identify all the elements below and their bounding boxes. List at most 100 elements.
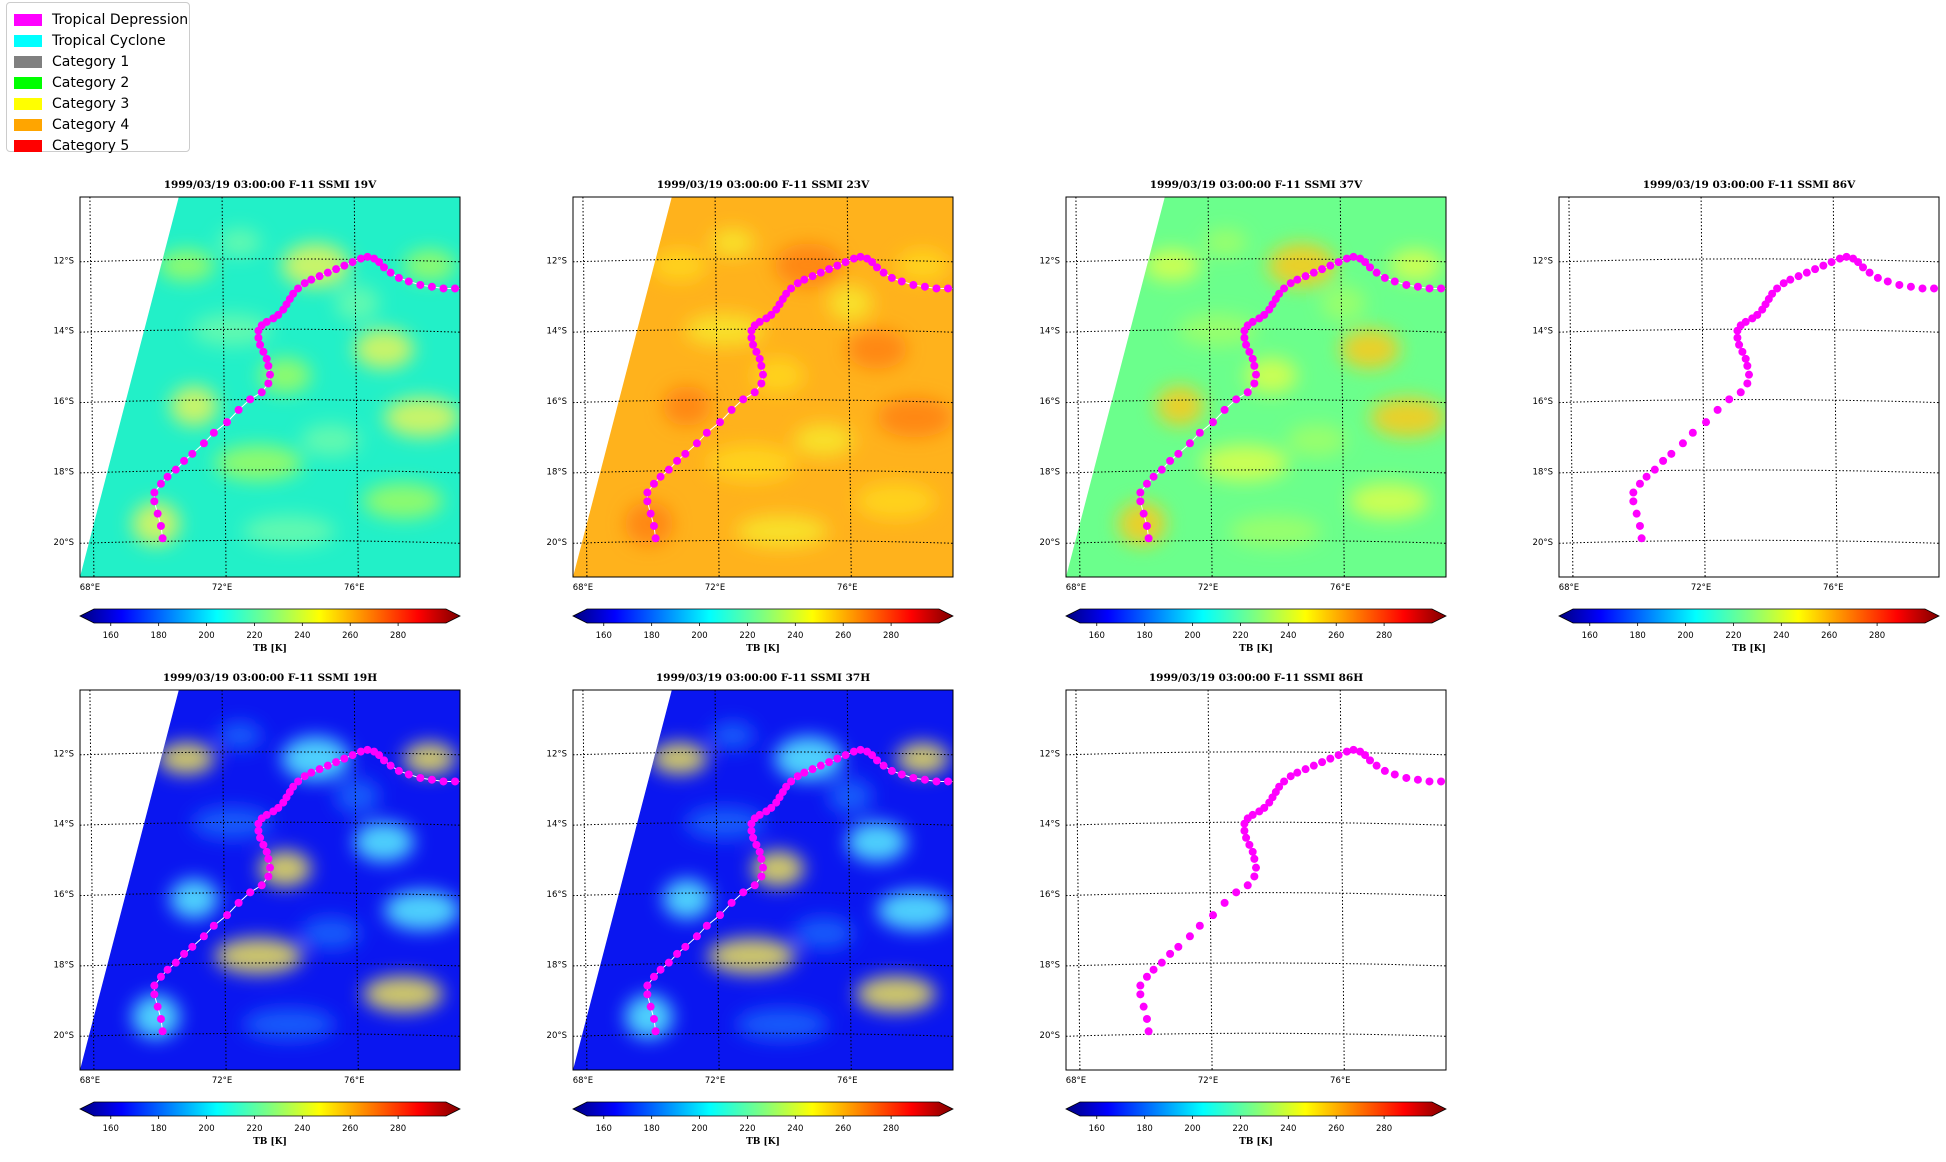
- track-point: [782, 289, 791, 298]
- track-point: [767, 803, 776, 812]
- track-point: [664, 465, 673, 474]
- track-point: [643, 990, 652, 999]
- legend-swatch: [14, 118, 42, 131]
- track-point: [307, 275, 316, 284]
- tb-anomaly: [1340, 329, 1400, 369]
- track-point: [266, 370, 274, 379]
- track-point: [315, 765, 324, 774]
- track-point: [1250, 379, 1259, 388]
- colorbar-bar: [572, 608, 954, 624]
- tb-anomaly: [170, 386, 218, 426]
- colorbar-tick-label: 260: [1328, 631, 1344, 641]
- track-point: [1865, 268, 1874, 277]
- track-point: [1248, 317, 1257, 326]
- colorbar-tick-label: 180: [1630, 631, 1646, 641]
- track-point: [256, 833, 265, 842]
- lon-label: 68°E: [80, 1076, 100, 1086]
- track-point: [868, 751, 877, 760]
- colorbar-tick-label: 280: [883, 631, 899, 641]
- lat-label: 20°S: [1533, 538, 1553, 548]
- track-point: [747, 333, 756, 342]
- colorbar: 160 180 200 220 240 260 280 TB [K]: [1558, 608, 1940, 654]
- track-point: [254, 826, 263, 835]
- parallel-line: [79, 539, 461, 544]
- track-point: [1280, 777, 1289, 786]
- track-point: [1349, 252, 1358, 261]
- lon-label: 68°E: [1066, 1076, 1086, 1086]
- parallel-line: [79, 399, 461, 404]
- track-point: [274, 803, 283, 812]
- tb-anomaly: [736, 1008, 828, 1041]
- track-point: [887, 273, 896, 282]
- track-point: [727, 405, 736, 414]
- colorbar-tick-label: 160: [1089, 1124, 1105, 1134]
- colorbar: 160 180 200 220 240 260 280 TB [K]: [1065, 608, 1447, 654]
- track-point: [755, 810, 764, 819]
- colorbar-tick-label: 240: [1280, 631, 1296, 641]
- track-point: [348, 751, 357, 760]
- track-point: [1366, 263, 1374, 272]
- parallel-line: [79, 258, 461, 263]
- tb-anomaly: [896, 249, 949, 282]
- tb-anomaly: [1349, 483, 1429, 519]
- track-point: [1166, 456, 1175, 465]
- tb-anomaly: [158, 742, 215, 775]
- track-point: [264, 872, 273, 881]
- track-point: [1195, 921, 1204, 930]
- lon-label: 76°E: [1330, 1076, 1350, 1086]
- lon-label: 76°E: [837, 1076, 857, 1086]
- track-point: [1275, 289, 1284, 298]
- colorbar-tick-label: 180: [1137, 631, 1153, 641]
- parallel-line: [1065, 892, 1447, 897]
- track-point: [1779, 279, 1788, 288]
- track-point: [158, 534, 167, 543]
- track-point: [234, 898, 243, 907]
- parallel-line: [572, 539, 954, 544]
- track-point: [932, 284, 941, 293]
- track-point: [656, 472, 665, 481]
- track-point: [1144, 534, 1153, 543]
- track-line: [1139, 749, 1450, 1032]
- track-point: [750, 881, 759, 890]
- track-point: [1136, 990, 1145, 999]
- track-point: [1372, 268, 1381, 277]
- parallel-line: [1558, 258, 1940, 263]
- track-point: [188, 942, 197, 951]
- colorbar-tick-label: 200: [1184, 1124, 1200, 1134]
- parallel-line: [1065, 821, 1447, 826]
- tb-anomaly: [300, 917, 361, 950]
- track-point: [1745, 370, 1753, 379]
- track-point: [1149, 965, 1158, 974]
- track-point: [180, 456, 189, 465]
- track-line: [1632, 256, 1943, 539]
- colorbar-tick-label: 180: [644, 631, 660, 641]
- tb-anomaly: [363, 976, 443, 1012]
- colorbar-tick-label: 160: [1089, 631, 1105, 641]
- tb-anomaly: [403, 249, 456, 282]
- track-point: [1220, 898, 1229, 907]
- lat-label: 20°S: [54, 538, 74, 548]
- track-point: [793, 772, 802, 781]
- colorbar-tick-label: 220: [246, 631, 262, 641]
- track-point: [1688, 428, 1697, 437]
- track-point: [1142, 1014, 1151, 1023]
- track-point: [757, 854, 766, 863]
- track-point: [264, 379, 273, 388]
- track-point: [315, 272, 324, 281]
- track-point: [1635, 479, 1644, 488]
- track-point: [1794, 272, 1803, 281]
- tb-anomaly: [663, 386, 711, 426]
- track-point: [755, 847, 764, 856]
- track-point: [363, 745, 372, 754]
- track-point: [1326, 754, 1335, 763]
- track-point: [1859, 263, 1867, 272]
- parallel-line: [572, 469, 954, 474]
- meridian-line: [1700, 196, 1706, 578]
- track-point: [651, 1027, 660, 1036]
- lon-label: 72°E: [212, 583, 232, 593]
- track-point: [1250, 872, 1259, 881]
- track-point: [759, 863, 767, 872]
- parallel-line: [572, 399, 954, 404]
- track-point: [787, 777, 796, 786]
- track-point: [254, 333, 263, 342]
